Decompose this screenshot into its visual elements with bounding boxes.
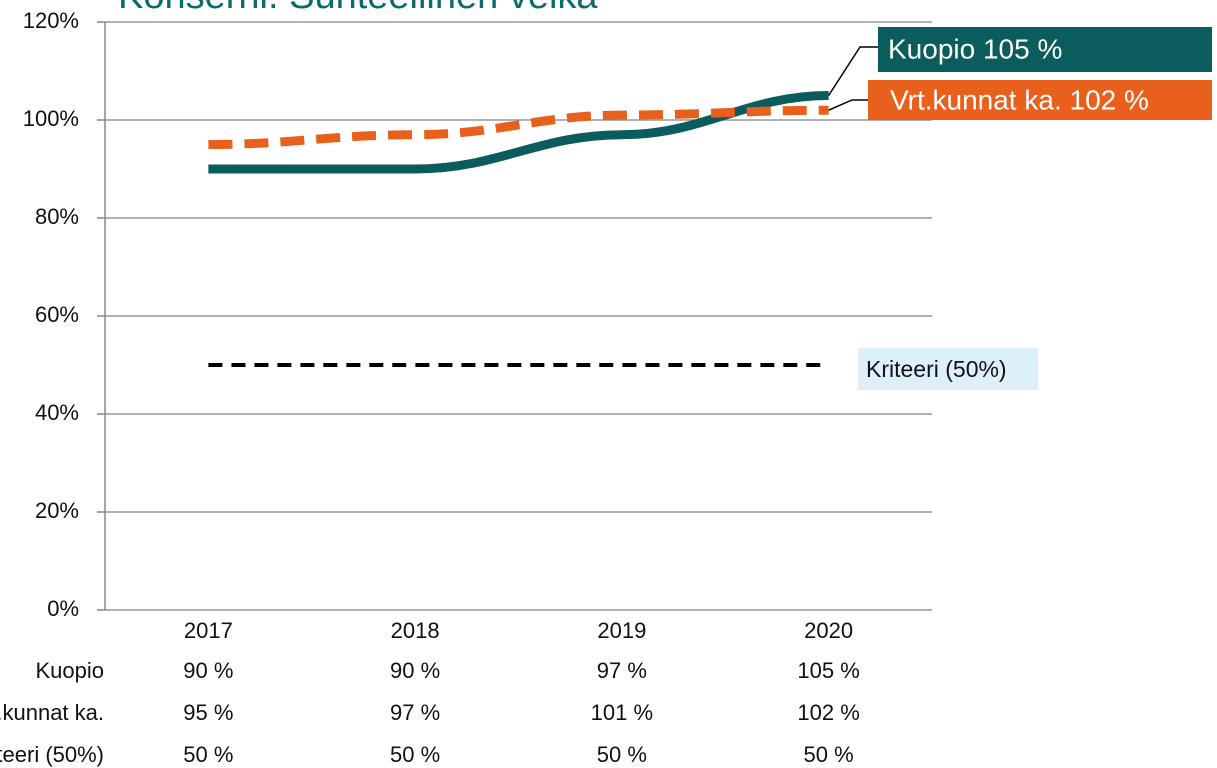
chart-title: Konserni: Suhteellinen velka <box>118 0 598 17</box>
table-value: 90 % <box>183 658 233 683</box>
annotation: Kuopio 105 % <box>888 33 1062 64</box>
table-value: 101 % <box>591 700 653 725</box>
connector <box>828 99 868 111</box>
table-row-label: Vrt.kunnat ka. <box>0 700 104 725</box>
y-tick-label: 80% <box>35 204 79 229</box>
series-label: Kriteeri (50%) <box>866 356 1007 382</box>
table-value: 90 % <box>390 658 440 683</box>
x-tick-label: 2018 <box>391 618 440 643</box>
table-value: 95 % <box>183 700 233 725</box>
table-row-label: Kriteeri (50%) <box>0 742 104 767</box>
y-tick-label: 40% <box>35 400 79 425</box>
x-tick-label: 2020 <box>804 618 853 643</box>
table-row-label: Kuopio <box>35 658 104 683</box>
series-line <box>208 91 829 174</box>
table-value: 50 % <box>183 742 233 767</box>
x-tick-label: 2017 <box>184 618 233 643</box>
y-tick-label: 100% <box>23 106 79 131</box>
x-tick-label: 2019 <box>597 618 646 643</box>
table-value: 102 % <box>797 700 859 725</box>
table-value: 97 % <box>597 658 647 683</box>
label-box <box>868 80 1212 120</box>
y-tick-label: 20% <box>35 498 79 523</box>
table-value: 50 % <box>390 742 440 767</box>
connector <box>827 46 878 96</box>
y-tick-label: 0% <box>47 596 79 621</box>
annotation: Vrt.kunnat ka. 102 % <box>890 84 1149 115</box>
table-value: 50 % <box>597 742 647 767</box>
label-box <box>858 348 1038 390</box>
label-box <box>878 27 1212 72</box>
table-value: 105 % <box>797 658 859 683</box>
table-value: 50 % <box>804 742 854 767</box>
series-line <box>208 105 829 149</box>
y-tick-label: 60% <box>35 302 79 327</box>
table-value: 97 % <box>390 700 440 725</box>
y-tick-label: 120% <box>23 8 79 33</box>
